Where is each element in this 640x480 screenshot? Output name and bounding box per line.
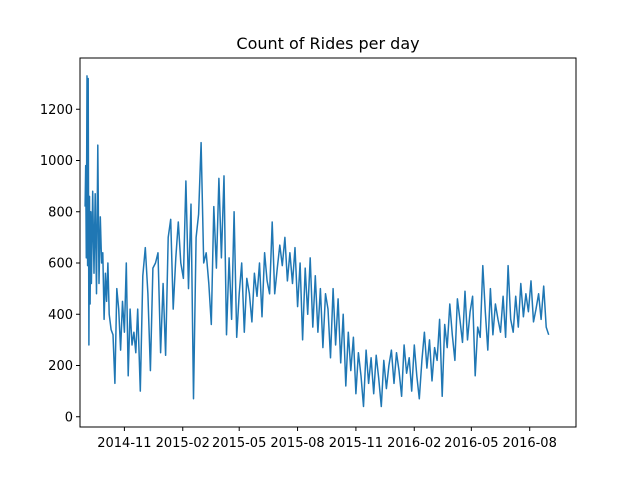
plot-frame	[79, 57, 577, 428]
x-axis: 2014-11 2015-02 2015-05 2015-08 2015-11 2016-…	[97, 427, 557, 451]
series-layer	[84, 75, 550, 408]
x-tick-label: 2015-02	[156, 436, 210, 451]
x-tick-label: 2016-05	[444, 436, 498, 451]
plot-area	[80, 58, 576, 427]
chart-title: Count of Rides per day	[236, 34, 419, 53]
series-line-0	[84, 75, 550, 408]
y-tick-label: 1200	[40, 103, 73, 118]
y-tick-label: 800	[48, 205, 73, 220]
y-tick-label: 1000	[40, 154, 73, 169]
y-axis: 0 200 400 600 800 1000 1200	[40, 103, 80, 425]
x-tick-label: 2016-02	[387, 436, 441, 451]
y-tick-label: 400	[48, 308, 73, 323]
x-tick-label: 2016-08	[503, 436, 557, 451]
x-tick-label: 2015-08	[270, 436, 324, 451]
y-tick-label: 600	[48, 257, 73, 272]
x-tick-label: 2015-11	[329, 436, 383, 451]
y-tick-label: 200	[48, 359, 73, 374]
y-tick-label: 0	[65, 410, 73, 425]
x-tick-label: 2015-05	[212, 436, 266, 451]
x-tick-label: 2014-11	[97, 436, 151, 451]
